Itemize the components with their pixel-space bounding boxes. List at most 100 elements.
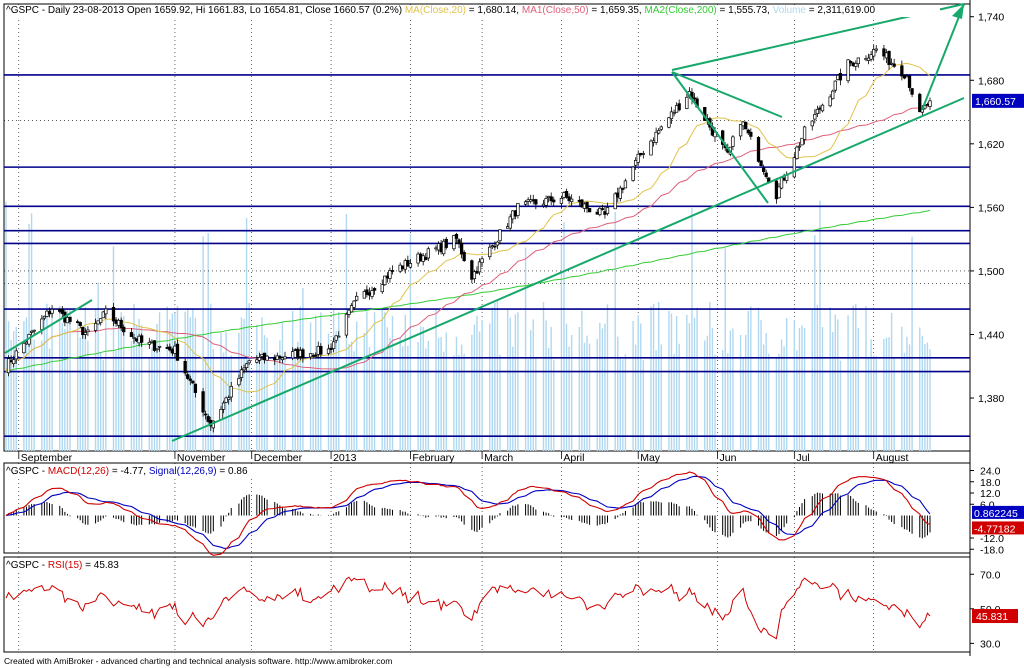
macd-histogram xyxy=(8,492,931,539)
trend-wedge-line xyxy=(671,71,783,118)
candle-body xyxy=(68,316,72,322)
candle-body xyxy=(621,188,625,190)
candle-body xyxy=(800,137,804,146)
candle-body xyxy=(872,48,876,57)
trend-lines xyxy=(4,3,965,442)
trend-arrow-head xyxy=(952,4,964,19)
candle-body xyxy=(147,341,151,345)
candle-body xyxy=(838,73,843,81)
candle-body xyxy=(237,378,241,386)
candle-body xyxy=(444,238,448,248)
candle-body xyxy=(183,361,187,374)
candle-body xyxy=(659,126,663,130)
candle-body xyxy=(907,75,912,88)
candle-body xyxy=(129,332,134,337)
rsi-tick-label: 70.0 xyxy=(980,569,1001,581)
panel-frame-3 xyxy=(3,556,971,653)
candle-body xyxy=(191,380,195,384)
candle-body xyxy=(219,408,223,420)
candle-body xyxy=(480,258,484,264)
candle-body xyxy=(795,146,799,159)
main-header-part: = 2,311,619.00 xyxy=(806,5,875,16)
candle-body xyxy=(721,130,725,145)
candle-body xyxy=(882,48,886,57)
y-tick-label: 1,620 xyxy=(978,139,1004,151)
candle-body xyxy=(22,342,26,354)
x-tick-label: March xyxy=(484,452,513,464)
candle-body xyxy=(874,48,878,51)
candle-body xyxy=(738,124,743,137)
candle-body xyxy=(585,201,589,209)
candle-body xyxy=(457,239,461,244)
candle-body xyxy=(813,114,817,120)
candle-body xyxy=(828,96,832,107)
candle-body xyxy=(86,329,90,333)
candle-body xyxy=(744,121,748,130)
candle-body xyxy=(247,360,251,364)
candle-body xyxy=(495,241,500,246)
candle-body xyxy=(634,160,638,166)
candle-body xyxy=(157,345,162,348)
candle-body xyxy=(319,345,323,355)
macd-tick-label: 24.0 xyxy=(980,466,1001,478)
candle-body xyxy=(221,402,226,410)
candle-body xyxy=(239,369,244,378)
candle-body xyxy=(802,126,807,140)
candle-body xyxy=(636,153,640,163)
candle-body xyxy=(516,202,520,216)
candle-body xyxy=(900,65,904,77)
candle-body xyxy=(349,305,354,313)
candle-body xyxy=(203,413,208,416)
x-tick-label: Jun xyxy=(720,452,737,464)
macd-tick-label: 18.0 xyxy=(980,477,1001,489)
main-header-part: MA2(Close,200) xyxy=(644,5,716,16)
candle-body xyxy=(188,378,192,381)
y-tick-label: 1,380 xyxy=(978,393,1004,405)
macd-header-part: = -4.77, xyxy=(109,466,149,477)
candle-body xyxy=(122,326,126,333)
candle-body xyxy=(587,207,592,213)
candle-body xyxy=(667,117,671,128)
candle-body xyxy=(756,137,761,162)
candle-body xyxy=(759,160,763,167)
candle-body xyxy=(641,153,645,155)
trend-early-line xyxy=(4,299,93,354)
candle-body xyxy=(523,201,528,205)
x-tick-label: February xyxy=(412,452,455,464)
macd-header-part: Signal(12,26,9) xyxy=(149,466,217,477)
candle-body xyxy=(60,309,64,314)
candle-body xyxy=(40,318,44,330)
rsi-tick-label: 30.0 xyxy=(980,638,1001,650)
candle-body xyxy=(618,187,622,199)
y-tick-label: 1,440 xyxy=(978,329,1004,341)
candle-body xyxy=(388,270,392,279)
main-header-part: ^GSPC - Daily 23-08-2013 Open 1659.92, H… xyxy=(6,5,405,16)
panel-frame-1 xyxy=(3,3,971,452)
candle-body xyxy=(244,363,249,368)
candle-body xyxy=(559,198,564,204)
candle-body xyxy=(749,131,753,137)
candle-body xyxy=(928,100,932,107)
candle-body xyxy=(820,104,825,112)
candle-body xyxy=(777,186,781,199)
macd-line xyxy=(5,471,931,556)
candle-body xyxy=(856,57,860,65)
candle-body xyxy=(797,145,802,148)
candle-body xyxy=(459,242,464,255)
signal-line xyxy=(5,475,931,549)
candle-body xyxy=(605,207,610,214)
candle-body xyxy=(155,348,159,351)
candle-body xyxy=(152,340,157,351)
candle-body xyxy=(764,172,768,177)
candle-body xyxy=(314,354,318,357)
candle-body xyxy=(265,355,269,361)
candle-body xyxy=(470,260,474,280)
candle-body xyxy=(761,167,766,172)
rsi-header-part: RSI(15) xyxy=(48,560,82,571)
candle-body xyxy=(175,343,180,361)
ma20-line xyxy=(5,62,931,393)
candle-body xyxy=(598,207,602,216)
candle-body xyxy=(508,216,512,229)
candle-body xyxy=(227,397,231,400)
